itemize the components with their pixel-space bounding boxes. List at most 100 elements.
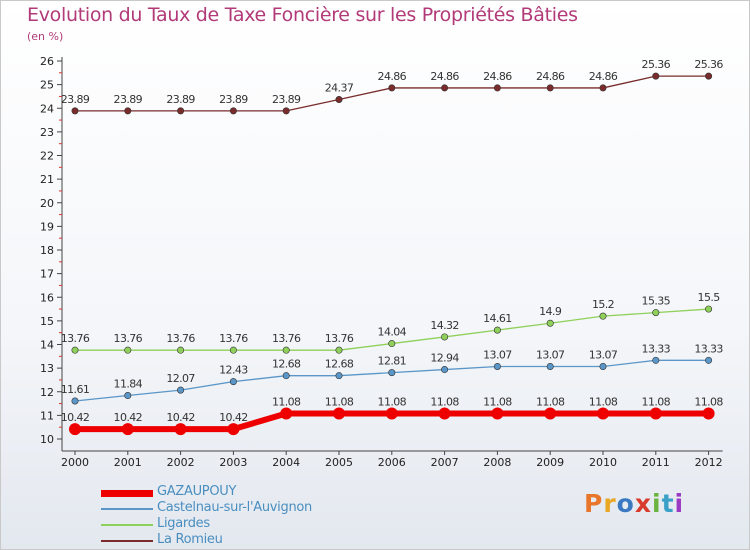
y-tick-label: 14 [40,339,54,352]
y-tick-label: 23 [40,126,54,139]
data-point [282,346,290,354]
data-point [335,372,343,380]
data-point [124,392,132,400]
data-point [652,72,660,80]
data-label: 11.08 [272,395,301,408]
logo-letter: r [603,489,617,518]
data-point [649,407,662,420]
logo-letter: t [661,489,675,518]
legend-swatch [101,508,153,510]
x-tick-label: 2007 [431,456,459,469]
data-point [705,305,713,313]
data-point [280,407,293,420]
data-point [71,397,79,405]
data-label: 11.84 [114,378,143,391]
data-point [652,309,660,317]
data-label: 24.86 [378,70,407,83]
data-point [385,407,398,420]
data-point [124,107,132,115]
data-label: 11.08 [694,395,723,408]
data-label: 12.68 [272,358,301,371]
data-label: 23.89 [114,93,143,106]
data-label: 12.07 [166,372,195,385]
y-tick-label: 16 [40,291,54,304]
data-label: 13.07 [483,348,512,361]
data-label: 12.43 [219,364,248,377]
data-point [493,326,501,334]
y-tick-label: 25 [40,79,54,92]
data-label: 23.89 [61,93,90,106]
data-point [282,372,290,380]
data-point [335,96,343,104]
y-tick-label: 15 [40,315,54,328]
legend-swatch [101,524,153,526]
y-tick-label: 13 [40,362,54,375]
data-point [438,407,451,420]
data-point [544,407,557,420]
chart-title: Evolution du Taux de Taxe Foncière sur l… [27,4,578,26]
data-label: 13.76 [61,332,90,345]
legend-label: GAZAUPOUY [157,484,237,499]
y-tick-label: 22 [40,150,54,163]
data-point [121,423,134,436]
x-tick-label: 2012 [695,456,723,469]
legend-label: La Romieu [157,532,223,547]
data-label: 13.76 [272,332,301,345]
data-point [282,107,290,115]
data-label: 15.2 [592,298,614,311]
data-label: 24.86 [483,70,512,83]
y-tick-label: 12 [40,386,54,399]
data-point [335,346,343,354]
data-point [705,72,713,80]
y-tick-label: 26 [40,55,54,68]
x-tick-label: 2011 [642,456,670,469]
data-label: 13.76 [325,332,354,345]
legend-swatch [101,540,153,542]
data-label: 14.32 [430,319,459,332]
data-point [388,369,396,377]
data-label: 24.86 [536,70,565,83]
data-label: 13.33 [694,342,723,355]
data-label: 23.89 [219,93,248,106]
data-point [599,362,607,370]
data-label: 11.61 [61,383,90,396]
data-label: 13.33 [642,342,671,355]
data-point [705,356,713,364]
data-label: 11.08 [378,395,407,408]
data-point [229,107,237,115]
data-label: 24.86 [430,70,459,83]
data-point [229,346,237,354]
data-label: 11.08 [430,395,459,408]
y-tick-label: 20 [40,197,54,210]
data-point [597,407,609,420]
data-point [546,84,554,92]
data-label: 15.5 [698,291,721,304]
data-label: 11.08 [483,395,512,408]
data-point [493,362,501,370]
data-label: 13.07 [536,348,565,361]
data-point [177,107,185,115]
data-point [652,356,660,364]
logo-letter: i [674,489,685,518]
data-label: 14.61 [483,312,512,325]
data-label: 12.94 [430,352,459,365]
data-point [491,407,504,420]
data-point [333,407,345,420]
legend-swatch [101,489,153,497]
data-point [229,378,237,386]
data-point [441,333,449,341]
data-label: 15.35 [642,295,671,308]
data-label: 24.86 [589,70,618,83]
x-tick-label: 2005 [325,456,353,469]
y-tick-label: 21 [40,173,54,186]
data-label: 11.08 [536,395,565,408]
y-tick-label: 18 [40,244,54,257]
data-point [546,362,554,370]
y-tick-label: 24 [40,102,54,115]
x-tick-label: 2006 [378,456,406,469]
data-point [124,346,132,354]
x-tick-label: 2003 [219,456,247,469]
data-label: 14.9 [539,305,562,318]
unit-label: (en %) [27,30,64,43]
data-point [69,423,81,436]
